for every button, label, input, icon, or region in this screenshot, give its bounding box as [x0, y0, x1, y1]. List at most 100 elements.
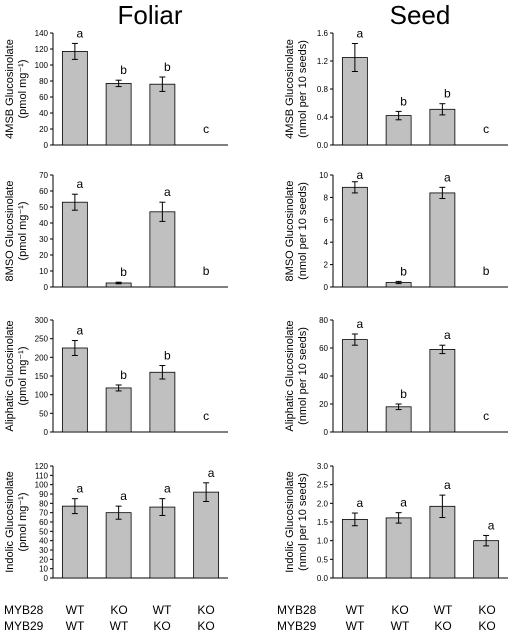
seed-aliphatic-significance-label-2: b — [400, 387, 407, 401]
foliar-indolic-ytick-label-11: 110 — [35, 471, 48, 480]
seed-8mso-ytick-label-5: 10 — [319, 171, 328, 180]
seed-4msb-ytick-label-0: 0.0 — [317, 141, 329, 150]
seed-4msb-significance-label-2: b — [400, 94, 407, 108]
foliar-4msb-significance-label-2: b — [120, 63, 127, 77]
genotype-foliar-myb28-3: WT — [153, 603, 172, 617]
genotype-seed-myb29-2: WT — [391, 619, 410, 632]
foliar-4msb-ytick-label-6: 120 — [35, 45, 49, 54]
seed-indolic-bar-4 — [473, 540, 500, 579]
foliar-aliphatic-ylabel-line-0: Aliphatic Glucosinolate — [4, 320, 16, 431]
foliar-indolic-significance-label-1: a — [77, 482, 84, 496]
seed-indolic-bar-2 — [385, 517, 412, 579]
foliar-aliphatic-significance-label-1: a — [77, 324, 84, 338]
foliar-4msb-ylabel: 4MSB Glucosinolate(pmol mg⁻¹) — [4, 39, 29, 139]
foliar-4msb-significance-label-4: c — [203, 122, 209, 136]
genotype-seed-myb29-1: WT — [346, 619, 365, 632]
foliar-8mso-ylabel: 8MSO Glucosinolate(pmol mg⁻¹) — [4, 181, 29, 282]
seed-indolic-ytick-label-5: 2.5 — [317, 481, 329, 490]
foliar-4msb-ylabel-line-1: (pmol mg⁻¹) — [17, 60, 29, 119]
seed-8mso-significance-label-1: a — [357, 168, 364, 182]
foliar-aliphatic-significance-label-4: c — [203, 409, 209, 423]
seed-indolic-ytick-label-3: 1.5 — [317, 518, 329, 527]
foliar-4msb-significance-label-3: b — [164, 60, 171, 74]
foliar-8mso-significance-label-2: b — [120, 265, 127, 279]
seed-4msb-ylabel-line-0: 4MSB Glucosinolate — [284, 39, 296, 139]
foliar-4msb-significance-label-1: a — [77, 26, 84, 40]
seed-indolic-ylabel-line-0: Indolic Glucosinolate — [284, 471, 296, 573]
seed-indolic-significance-label-3: a — [444, 478, 451, 492]
foliar-indolic-ytick-label-5: 50 — [39, 527, 48, 536]
seed-8mso-ylabel: 8MSO Glucosinolate(nmol per 10 seeds) — [284, 181, 309, 282]
foliar-aliphatic-bar-1 — [61, 347, 88, 433]
foliar-indolic-significance-label-2: a — [120, 489, 127, 503]
seed-4msb-ylabel: 4MSB Glucosinolate(nmol per 10 seeds) — [284, 39, 309, 139]
seed-aliphatic-ylabel-line-0: Aliphatic Glucosinolate — [284, 320, 296, 431]
foliar-8mso-ytick-label-4: 40 — [39, 219, 48, 228]
seed-4msb-significance-label-4: c — [483, 122, 489, 136]
seed-aliphatic-significance-label-1: a — [357, 317, 364, 331]
foliar-indolic-ytick-label-4: 40 — [39, 537, 48, 546]
foliar-aliphatic-significance-label-2: b — [120, 368, 127, 382]
seed-indolic-bar-3 — [429, 505, 456, 579]
seed-aliphatic-ylabel: Aliphatic Glucosinolate(nmol per 10 seed… — [284, 320, 309, 431]
seed-8mso-significance-label-3: a — [444, 170, 451, 184]
seed-aliphatic-ytick-label-2: 40 — [319, 372, 328, 381]
foliar-8mso-ytick-label-6: 60 — [39, 187, 48, 196]
genotype-label-myb29: MYB29 — [4, 619, 44, 632]
genotype-seed-myb29-3: KO — [434, 619, 451, 632]
foliar-aliphatic-ytick-label-3: 150 — [35, 372, 49, 381]
seed-indolic-significance-label-4: a — [488, 518, 495, 532]
foliar-4msb-ytick-label-5: 100 — [35, 61, 49, 70]
foliar-4msb-bar-1 — [61, 51, 88, 146]
column-title-foliar: Foliar — [117, 0, 182, 30]
foliar-indolic-ytick-label-1: 10 — [39, 565, 48, 574]
seed-aliphatic-ytick-label-3: 60 — [319, 344, 328, 353]
foliar-aliphatic-ylabel: Aliphatic Glucosinolate(pmol mg⁻¹) — [4, 320, 29, 431]
foliar-indolic-ylabel-line-1: (pmol mg⁻¹) — [17, 493, 29, 552]
seed-8mso-ylabel-line-0: 8MSO Glucosinolate — [284, 181, 296, 282]
foliar-aliphatic-ytick-label-5: 250 — [35, 335, 49, 344]
seed-4msb-significance-label-3: b — [444, 87, 451, 101]
foliar-indolic-significance-label-4: a — [208, 466, 215, 480]
genotype-label-myb28: MYB28 — [4, 603, 44, 617]
foliar-indolic-bar-2 — [105, 512, 132, 579]
seed-4msb-bar-1 — [341, 57, 368, 146]
seed-aliphatic-ylabel-line-1: (nmol per 10 seeds) — [297, 327, 309, 425]
seed-aliphatic-ytick-label-4: 80 — [319, 316, 328, 325]
seed-aliphatic-ytick-label-0: 0 — [324, 428, 329, 437]
genotype-seed-myb28-2: KO — [391, 603, 408, 617]
seed-indolic-ytick-label-4: 2.0 — [317, 499, 329, 508]
foliar-indolic-ytick-label-9: 90 — [39, 490, 48, 499]
foliar-8mso-significance-label-1: a — [77, 177, 84, 191]
foliar-4msb-ytick-label-2: 40 — [39, 109, 48, 118]
seed-indolic-significance-label-2: a — [400, 496, 407, 510]
genotype-seed-myb29-4: KO — [478, 619, 495, 632]
foliar-4msb-bar-2 — [105, 83, 132, 146]
foliar-indolic-ytick-label-2: 20 — [39, 555, 48, 564]
column-title-seed: Seed — [390, 0, 451, 30]
seed-8mso-bar-3 — [429, 192, 456, 288]
foliar-8mso-ytick-label-7: 70 — [39, 171, 48, 180]
foliar-4msb-ytick-label-4: 80 — [39, 77, 48, 86]
foliar-aliphatic-ytick-label-1: 50 — [39, 409, 48, 418]
seed-4msb-bar-2 — [385, 115, 412, 146]
foliar-8mso-significance-label-4: b — [203, 264, 210, 278]
seed-indolic-bar-1 — [341, 518, 368, 579]
genotype-foliar-myb28-2: KO — [110, 603, 127, 617]
seed-indolic-ylabel-line-1: (nmol per 10 seeds) — [297, 473, 309, 571]
foliar-aliphatic-significance-label-3: b — [164, 349, 171, 363]
foliar-8mso-ytick-label-3: 30 — [39, 235, 48, 244]
foliar-8mso-bar-3 — [149, 211, 176, 288]
foliar-indolic-bar-4 — [193, 491, 220, 579]
foliar-indolic-ytick-label-7: 70 — [39, 509, 48, 518]
seed-8mso-ytick-label-0: 0 — [324, 283, 329, 292]
seed-8mso-significance-label-2: b — [400, 264, 407, 278]
seed-8mso-ylabel-line-1: (nmol per 10 seeds) — [297, 182, 309, 280]
genotype-foliar-myb29-4: KO — [197, 619, 214, 632]
seed-4msb-ytick-label-4: 1.6 — [317, 29, 329, 38]
foliar-8mso-ytick-label-5: 50 — [39, 203, 48, 212]
foliar-indolic-ytick-label-12: 120 — [35, 462, 49, 471]
genotype-seed-myb28-1: WT — [346, 603, 365, 617]
seed-indolic-ylabel: Indolic Glucosinolate(nmol per 10 seeds) — [284, 471, 309, 573]
